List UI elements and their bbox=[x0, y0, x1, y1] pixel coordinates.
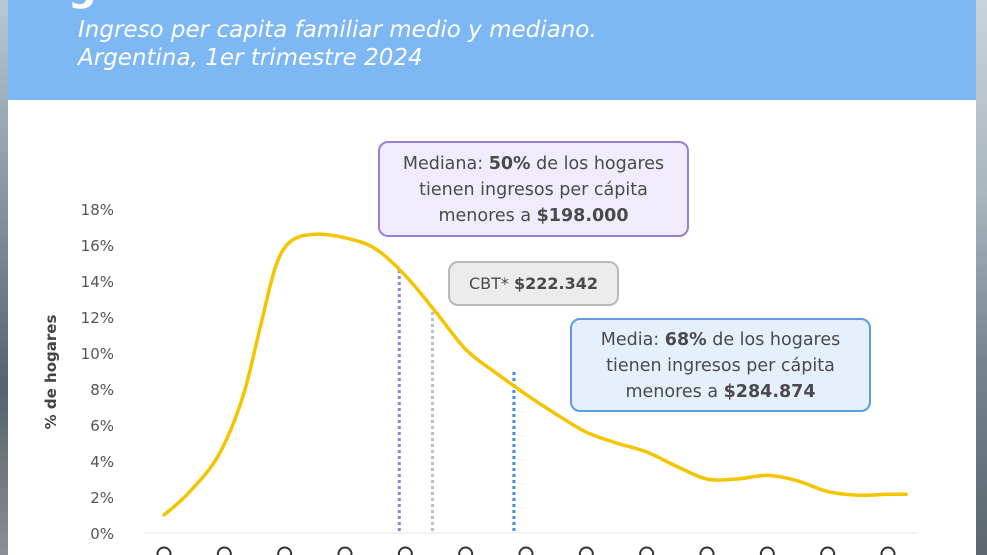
x-tick-mark bbox=[277, 546, 293, 555]
x-axis bbox=[145, 532, 918, 555]
mean-text-2: tienen ingresos per cápita bbox=[606, 356, 835, 376]
x-tick-mark bbox=[458, 546, 474, 555]
y-tick-label: 6% bbox=[90, 417, 114, 435]
y-tick-label: 18% bbox=[81, 201, 114, 219]
cbt-value: $222.342 bbox=[514, 274, 599, 293]
mean-text-1: de los hogares bbox=[706, 330, 841, 350]
y-axis: 0% 2% 4% 6% 8% 10% 12% 14% 16% 18% % de hogares bbox=[42, 201, 114, 543]
chart-header: g Ingreso per capita familiar medio y me… bbox=[8, 0, 976, 100]
chart-subtitle: Ingreso per capita familiar medio y medi… bbox=[78, 16, 778, 72]
median-text-3: menores a bbox=[438, 206, 537, 226]
x-tick-mark bbox=[337, 546, 353, 555]
x-tick-mark bbox=[156, 546, 172, 555]
y-tick-label: 12% bbox=[81, 309, 114, 327]
x-tick-mark bbox=[759, 546, 775, 555]
cbt-label: CBT* bbox=[468, 274, 514, 293]
y-tick-label: 16% bbox=[81, 237, 114, 255]
x-tick-mark bbox=[639, 546, 655, 555]
median-percent: 50% bbox=[488, 154, 531, 174]
median-value: $198.000 bbox=[536, 206, 629, 226]
mean-callout: Media: 68% de los hogares tienen ingreso… bbox=[570, 318, 871, 412]
x-tick-mark bbox=[216, 546, 232, 555]
background-photo-right bbox=[975, 0, 987, 555]
mean-percent: 68% bbox=[664, 330, 707, 350]
y-tick-label: 14% bbox=[81, 273, 114, 291]
x-tick-mark bbox=[397, 546, 413, 555]
x-tick-mark bbox=[578, 546, 594, 555]
median-text-1: de los hogares bbox=[530, 154, 665, 174]
mean-value: $284.874 bbox=[723, 382, 816, 402]
mean-label: Media: bbox=[600, 330, 665, 350]
median-callout: Mediana: 50% de los hogares tienen ingre… bbox=[378, 141, 689, 237]
median-label: Mediana: bbox=[402, 154, 489, 174]
reference-markers bbox=[397, 266, 516, 531]
x-tick-mark bbox=[820, 546, 836, 555]
subtitle-line-1: Ingreso per capita familiar medio y medi… bbox=[78, 17, 597, 43]
median-text-2: tienen ingresos per cápita bbox=[419, 180, 648, 200]
subtitle-line-2: Argentina, 1er trimestre 2024 bbox=[78, 45, 423, 71]
y-tick-label: 0% bbox=[90, 525, 114, 543]
mean-text-3: menores a bbox=[625, 382, 724, 402]
series-layer bbox=[162, 232, 908, 517]
series-line bbox=[162, 232, 908, 517]
x-tick-mark bbox=[518, 546, 534, 555]
y-tick-label: 8% bbox=[90, 381, 114, 399]
y-tick-label: 4% bbox=[90, 453, 114, 471]
y-axis-title: % de hogares bbox=[42, 315, 60, 430]
background-photo-left bbox=[0, 0, 8, 555]
y-tick-label: 2% bbox=[90, 489, 114, 507]
header-title-fragment: g bbox=[68, 0, 268, 7]
x-tick-mark bbox=[880, 546, 896, 555]
x-tick-mark bbox=[699, 546, 715, 555]
y-tick-label: 10% bbox=[81, 345, 114, 363]
cbt-callout: CBT* $222.342 bbox=[448, 261, 619, 306]
